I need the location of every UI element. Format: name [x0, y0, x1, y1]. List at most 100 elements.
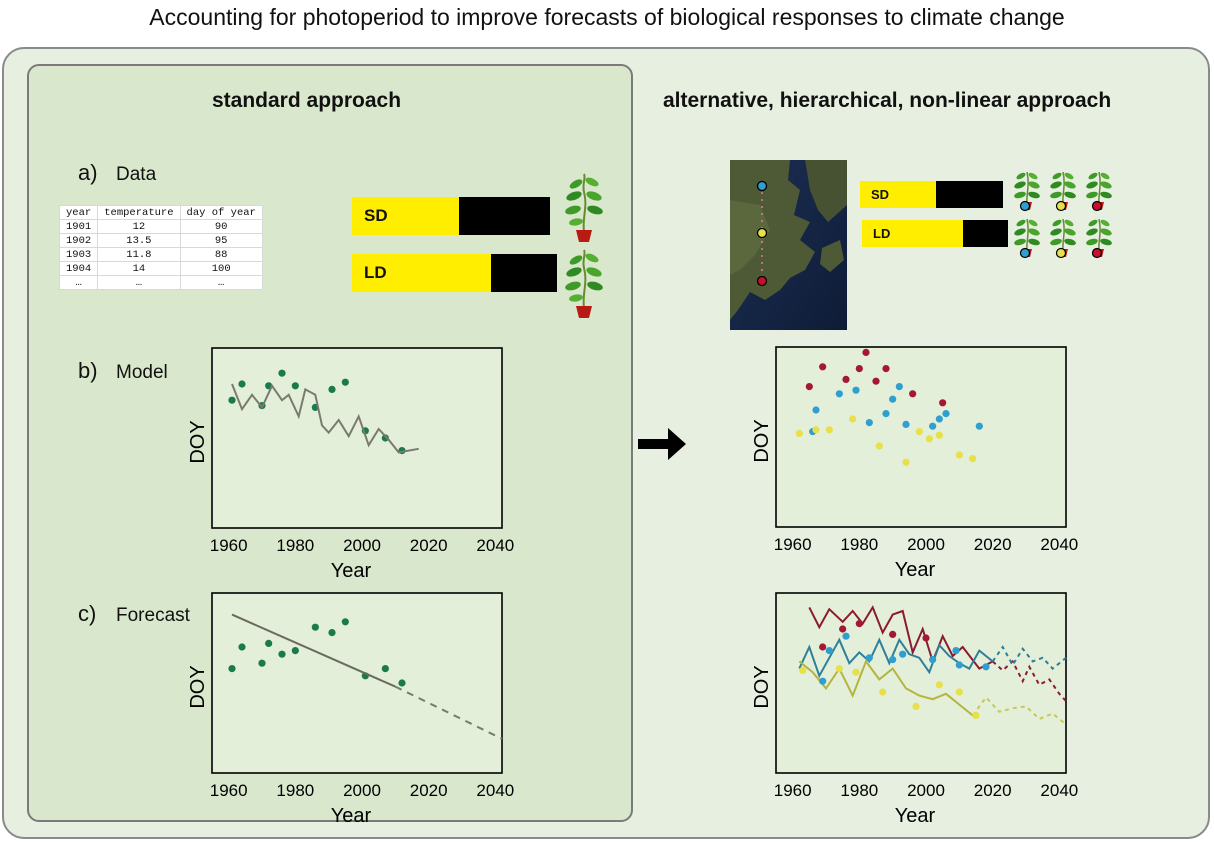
- data-point: [882, 365, 890, 373]
- data-point: [902, 420, 910, 428]
- step-c-letter: c): [78, 601, 97, 626]
- x-tick-label: 2020: [974, 781, 1012, 800]
- data-point: [865, 654, 873, 662]
- data-point: [882, 410, 890, 418]
- data-point: [935, 431, 943, 439]
- data-point: [975, 422, 983, 430]
- x-axis-label: Year: [331, 560, 372, 580]
- data-point: [265, 639, 273, 647]
- data-point: [922, 634, 930, 642]
- series-line: [394, 685, 503, 740]
- map-land-detail: [730, 200, 770, 275]
- data-point: [852, 386, 860, 394]
- y-axis-label: DOY: [751, 665, 773, 708]
- data-point: [855, 620, 863, 628]
- data-point: [341, 618, 349, 626]
- data-point: [795, 429, 803, 437]
- table-cell: 13.5: [97, 233, 181, 248]
- data-point: [969, 455, 977, 463]
- data-point: [875, 442, 883, 450]
- table-cell: 1901: [58, 219, 99, 234]
- series-line: [231, 383, 419, 454]
- data-point: [825, 647, 833, 655]
- sd-photoperiod-bar-small: SD: [860, 181, 1003, 208]
- data-point: [819, 363, 827, 371]
- x-axis-label: Year: [895, 559, 936, 579]
- table-row: … … …: [58, 275, 263, 290]
- x-tick-label: 2020: [974, 535, 1012, 554]
- data-point: [929, 656, 937, 664]
- data-point: [398, 679, 406, 687]
- table-cell: 1902: [58, 233, 99, 248]
- middle-site-marker: [756, 227, 768, 239]
- y-axis-label: DOY: [187, 665, 209, 708]
- data-point: [258, 659, 266, 667]
- map-landmass: [730, 160, 815, 320]
- data-point: [278, 369, 286, 377]
- x-axis-label: Year: [331, 805, 372, 825]
- x-tick-label: 1960: [210, 781, 248, 800]
- data-point: [865, 419, 873, 427]
- data-point: [228, 665, 236, 673]
- data-point: [952, 647, 960, 655]
- step-b-letter: b): [78, 358, 98, 383]
- x-tick-label: 1980: [840, 781, 878, 800]
- table-row: 1904 14 100: [58, 261, 263, 276]
- south-site-marker: [756, 275, 768, 287]
- table-header: day of year: [179, 205, 263, 220]
- plant-icon: [565, 249, 603, 318]
- data-point: [915, 428, 923, 436]
- data-point: [819, 677, 827, 685]
- small-plant-icon: [1086, 218, 1112, 259]
- sd-label: SD: [871, 187, 890, 202]
- x-tick-label: 2000: [343, 536, 381, 555]
- plant-drawing: [565, 173, 603, 242]
- table-cell: 12: [97, 219, 181, 234]
- x-tick-label: 1980: [276, 536, 314, 555]
- data-point: [935, 681, 943, 689]
- series-line: [992, 659, 1067, 702]
- data-point: [799, 666, 807, 674]
- y-axis-label: DOY: [751, 419, 773, 462]
- plant-icon: [565, 173, 603, 242]
- x-tick-label: 2040: [476, 781, 514, 800]
- table-cell: 100: [179, 261, 263, 276]
- x-tick-label: 1980: [840, 535, 878, 554]
- data-point: [955, 661, 963, 669]
- data-point: [341, 378, 349, 386]
- data-point: [909, 390, 917, 398]
- data-point: [925, 435, 933, 443]
- arrow-shape: [638, 428, 686, 460]
- series-line: [798, 659, 974, 717]
- alternative-approach-heading: alternative, hierarchical, non-linear ap…: [663, 89, 1112, 112]
- table-header: temperature: [97, 205, 181, 220]
- map-island: [820, 240, 844, 272]
- data-point: [311, 623, 319, 631]
- series-line: [991, 645, 1067, 670]
- data-point: [895, 383, 903, 391]
- x-tick-label: 2040: [476, 536, 514, 555]
- ld-photoperiod-bar-small: LD: [862, 220, 1008, 247]
- series-line: [971, 695, 1067, 726]
- plant-drawing: [565, 249, 603, 318]
- table-row: 1901 12 90: [58, 219, 263, 234]
- sd-label: SD: [364, 206, 388, 225]
- plot-area: [211, 592, 503, 774]
- x-tick-label: 1960: [774, 781, 812, 800]
- small-plant-icon: [1050, 171, 1076, 212]
- data-point: [982, 663, 990, 671]
- ld-light-fill: [352, 254, 492, 292]
- x-tick-label: 1960: [774, 535, 812, 554]
- data-point: [835, 665, 843, 673]
- site-plant-grid: [1012, 168, 1122, 260]
- north-site-marker: [756, 180, 768, 192]
- data-point: [942, 410, 950, 418]
- x-tick-label: 1980: [276, 781, 314, 800]
- data-point: [812, 426, 820, 434]
- hierarchical-forecast-chart: 1960 1980 2000 2020 2040 Year DOY: [751, 592, 1078, 825]
- data-point: [381, 434, 389, 442]
- x-tick-label: 2000: [907, 535, 945, 554]
- data-point: [278, 650, 286, 658]
- standard-model-chart: 1960 1980 2000 2020 2040 Year DOY: [187, 347, 514, 580]
- table-row: 1902 13.5 95: [58, 233, 263, 248]
